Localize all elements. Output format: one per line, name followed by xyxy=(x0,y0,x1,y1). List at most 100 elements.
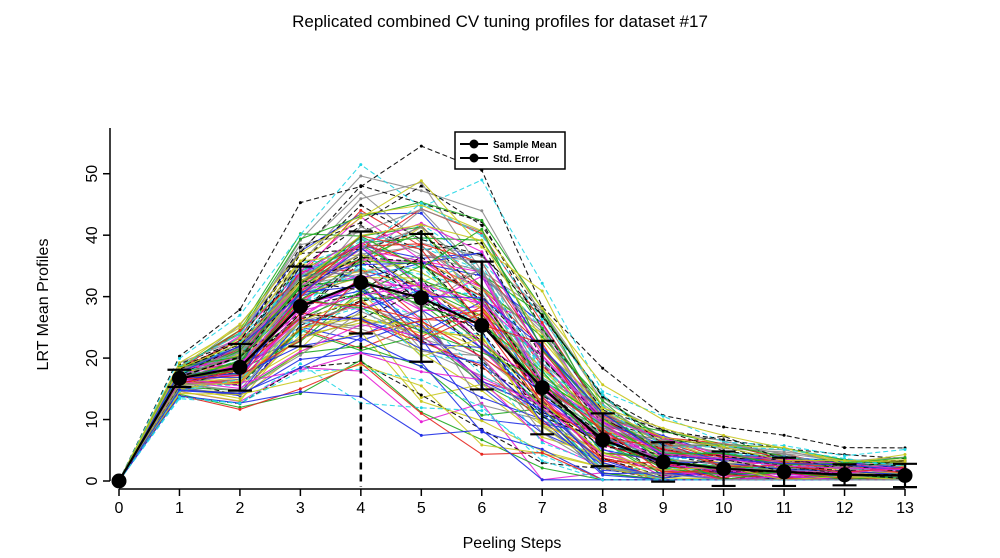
replicate-point xyxy=(661,435,665,439)
replicate-point xyxy=(238,313,242,317)
summary-series xyxy=(111,230,917,489)
y-tick-label: 40 xyxy=(84,226,101,244)
chart-title: Replicated combined CV tuning profiles f… xyxy=(292,12,708,31)
replicate-point xyxy=(480,443,484,447)
replicate-point xyxy=(843,459,846,463)
x-tick-label: 0 xyxy=(115,500,124,517)
replicate-point xyxy=(722,433,726,437)
replicate-point xyxy=(843,454,846,458)
replicate-point xyxy=(480,178,484,182)
replicate-point xyxy=(540,326,544,330)
replicate-point xyxy=(359,361,363,365)
replicate-point xyxy=(359,216,363,220)
y-tick-label: 20 xyxy=(84,349,101,367)
sample-mean-point xyxy=(232,359,248,375)
replicate-point xyxy=(178,354,181,358)
replicate-line xyxy=(118,247,906,482)
replicate-point xyxy=(238,336,242,340)
y-axis-label: LRT Mean Profiles xyxy=(35,239,52,371)
replicate-point xyxy=(298,201,302,205)
replicate-point xyxy=(540,306,544,310)
replicate-point xyxy=(359,197,363,201)
x-tick-label: 9 xyxy=(659,500,668,517)
replicate-point xyxy=(601,395,605,399)
replicate-point xyxy=(419,207,423,211)
replicate-point xyxy=(359,203,363,207)
x-tick-label: 5 xyxy=(417,500,426,517)
sample-mean-point xyxy=(776,464,792,480)
y-tick-label: 30 xyxy=(84,288,101,306)
replicate-point xyxy=(238,326,242,330)
replicate-point xyxy=(298,243,302,247)
sample-mean-point xyxy=(716,461,732,477)
replicate-point xyxy=(782,452,786,456)
replicate-point xyxy=(903,458,907,462)
replicate-point xyxy=(480,396,484,400)
replicate-point xyxy=(601,399,605,402)
replicate-line xyxy=(118,287,905,482)
replicate-point xyxy=(359,174,363,178)
sample-mean-point xyxy=(595,432,611,448)
x-axis-label: Peeling Steps xyxy=(463,535,562,552)
y-tick-label: 50 xyxy=(84,165,101,183)
replicate-point xyxy=(480,239,484,242)
replicate-point xyxy=(419,370,423,374)
replicate-point xyxy=(480,227,484,231)
replicate-point xyxy=(419,365,423,369)
replicate-point xyxy=(419,399,423,403)
replicate-point xyxy=(178,357,181,360)
replicate-point xyxy=(540,330,544,334)
x-tick-label: 4 xyxy=(356,500,365,517)
legend-entry: Sample Mean xyxy=(493,140,557,151)
replicate-point xyxy=(419,225,423,229)
replicate-line xyxy=(118,310,905,482)
x-tick-label: 8 xyxy=(598,500,607,517)
x-tick-label: 6 xyxy=(477,500,486,517)
replicate-point xyxy=(238,308,242,312)
replicate-point xyxy=(359,225,363,229)
replicate-point xyxy=(419,211,423,215)
replicate-point xyxy=(298,262,302,266)
replicate-point xyxy=(238,322,242,326)
replicate-point xyxy=(843,457,846,460)
replicate-line xyxy=(118,256,906,482)
replicate-point xyxy=(540,478,544,482)
replicate-point xyxy=(298,390,302,394)
replicate-point xyxy=(178,361,181,365)
replicate-point xyxy=(601,406,605,410)
replicate-point xyxy=(238,407,242,411)
replicate-point xyxy=(298,347,302,351)
replicate-point xyxy=(238,329,242,333)
replicate-point xyxy=(298,379,302,383)
legend-swatch-point xyxy=(469,139,479,149)
replicate-line xyxy=(118,267,906,482)
replicate-point xyxy=(359,163,363,167)
replicate-point xyxy=(540,459,544,463)
replicate-point xyxy=(601,472,605,476)
replicate-point xyxy=(480,452,484,456)
replicate-point xyxy=(480,413,484,417)
replicate-point xyxy=(480,428,484,432)
x-tick-label: 13 xyxy=(896,500,914,517)
replicate-line xyxy=(118,191,906,482)
replicate-point xyxy=(480,223,484,227)
replicate-point xyxy=(540,281,544,285)
replicate-point xyxy=(903,448,907,451)
legend-entry: Std. Error xyxy=(493,154,539,165)
x-tick-label: 7 xyxy=(538,500,547,517)
replicate-point xyxy=(419,378,423,382)
replicate-point xyxy=(601,390,605,394)
replicate-line xyxy=(118,145,906,482)
replicate-point xyxy=(298,387,302,391)
x-tick-label: 1 xyxy=(175,500,184,517)
replicate-point xyxy=(359,351,363,355)
replicate-point xyxy=(480,438,484,442)
replicate-point xyxy=(419,230,423,233)
replicate-point xyxy=(661,426,665,430)
replicate-point xyxy=(419,189,423,193)
replicate-point xyxy=(601,467,605,471)
x-tick-label: 2 xyxy=(235,500,244,517)
replicate-point xyxy=(540,289,544,293)
replicate-point xyxy=(419,201,423,205)
